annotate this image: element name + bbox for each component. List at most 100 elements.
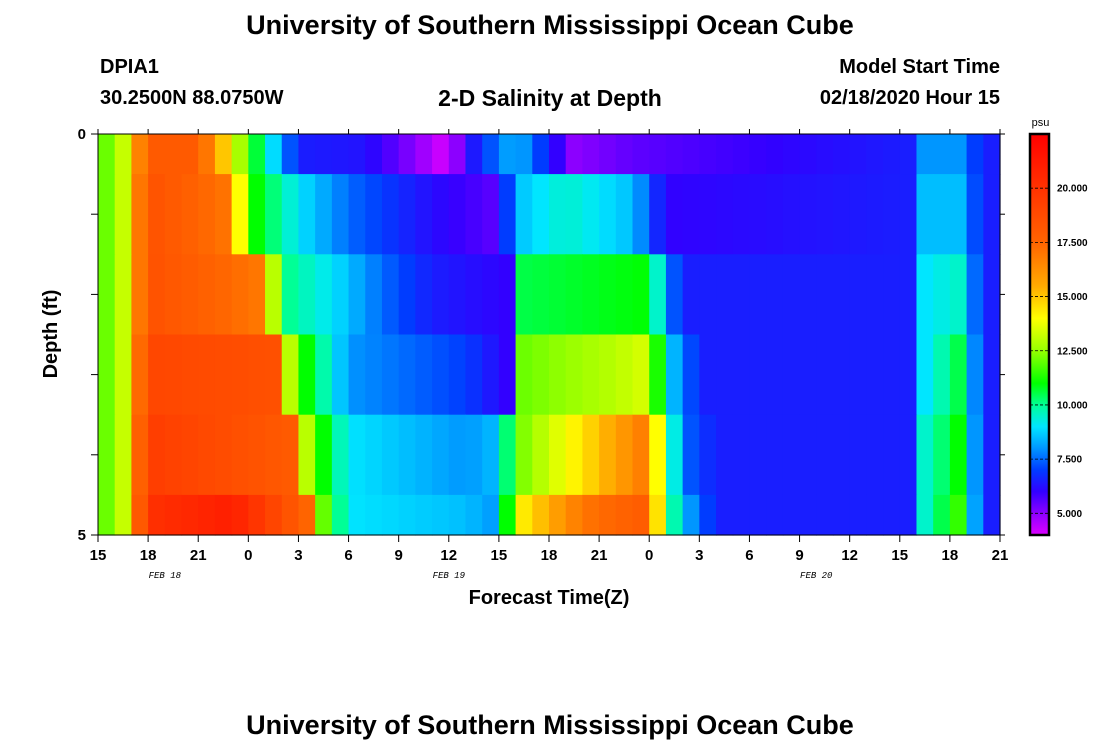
heatmap-cell — [966, 254, 984, 336]
heatmap-cell — [298, 414, 316, 496]
heatmap-cell — [131, 494, 149, 536]
heatmap-cell — [348, 494, 366, 536]
heatmap-cell — [782, 174, 801, 255]
heatmap-cell — [498, 414, 517, 496]
heatmap-cell — [515, 334, 533, 416]
heatmap-cell — [899, 254, 918, 336]
heatmap-cell — [916, 174, 934, 255]
x-tick-label: 15 — [491, 547, 508, 564]
heatmap-cell — [716, 334, 734, 416]
colorbar-tick-label: 17.500 — [1057, 238, 1088, 249]
heatmap-cell — [732, 414, 751, 496]
heatmap-cell — [682, 134, 700, 175]
heatmap-cell — [799, 494, 817, 536]
heatmap-cell — [966, 134, 984, 175]
heatmap-cell — [615, 174, 634, 255]
heatmap-cell — [615, 134, 634, 175]
heatmap-cell — [916, 254, 934, 336]
heatmap-cell — [114, 134, 132, 175]
heatmap-cell — [381, 334, 400, 416]
heatmap-cell — [432, 254, 450, 336]
heatmap-cell — [214, 174, 233, 255]
heatmap-cell — [281, 134, 300, 175]
heatmap-cell — [532, 494, 550, 536]
x-tick-label: 21 — [992, 547, 1009, 564]
heatmap-cell — [983, 174, 1001, 255]
heatmap-cell — [732, 254, 751, 336]
heatmap-cell — [732, 334, 751, 416]
colorbar-scale — [1028, 132, 1051, 537]
heatmap-cell — [198, 254, 216, 336]
x-tick-label: 18 — [541, 547, 558, 564]
heatmap-cell — [949, 174, 968, 255]
heatmap-cell — [432, 134, 450, 175]
heatmap-cell — [549, 414, 567, 496]
heatmap-cell — [482, 174, 500, 255]
heatmap-cell — [582, 414, 600, 496]
x-tick-label: 9 — [795, 547, 803, 564]
heatmap-cell — [949, 254, 968, 336]
heatmap-cell — [98, 414, 116, 496]
heatmap-cell — [966, 414, 984, 496]
heatmap-cell — [164, 414, 183, 496]
heatmap-cell — [665, 174, 684, 255]
heatmap-cell — [849, 494, 867, 536]
heatmap-cell — [381, 134, 400, 175]
heatmap-cell — [532, 174, 550, 255]
heatmap-cell — [498, 174, 517, 255]
colorbar-tick-label: 20.000 — [1057, 184, 1088, 195]
heatmap-cell — [983, 494, 1001, 536]
heatmap-cell — [98, 494, 116, 536]
heatmap-cell — [716, 134, 734, 175]
x-tick-label: 9 — [394, 547, 402, 564]
heatmap-cell — [465, 254, 483, 336]
heatmap-cell — [816, 174, 834, 255]
heatmap-cell — [265, 134, 283, 175]
heatmap-cell — [198, 414, 216, 496]
y-tick-label: 5 — [78, 527, 86, 544]
x-tick-label: 3 — [294, 547, 302, 564]
heatmap-cell — [231, 334, 249, 416]
heatmap-cell — [699, 494, 717, 536]
heatmap-cell — [315, 414, 333, 496]
heatmap-cell — [816, 414, 834, 496]
heatmap-cell — [532, 254, 550, 336]
heatmap-cell — [281, 174, 300, 255]
x-axis: 15 18 21 0 3 6 9 12 15 18 21 0 3 6 9 12 15 18 21 FEB 18 FEB … — [90, 129, 1009, 581]
heatmap-cell — [682, 174, 700, 255]
colorbar-tick-label: 12.500 — [1057, 346, 1088, 357]
heatmap-cell — [214, 414, 233, 496]
colorbar-tick-label: 7.500 — [1057, 455, 1082, 466]
colorbar-unit: psu — [1032, 117, 1050, 129]
heatmap-cell — [148, 334, 166, 416]
heatmap-cell — [365, 134, 383, 175]
heatmap-cell — [181, 174, 199, 255]
heatmap-cell — [899, 174, 918, 255]
heatmap-cell — [465, 414, 483, 496]
x-tick-label: 21 — [190, 547, 207, 564]
heatmap-cell — [632, 414, 650, 496]
heatmap-cell — [181, 334, 199, 416]
heatmap-cell — [148, 414, 166, 496]
heatmap-cell — [348, 254, 366, 336]
heatmap-cell — [148, 494, 166, 536]
heatmap-cell — [148, 254, 166, 336]
heatmap-cell — [98, 254, 116, 336]
heatmap-cell — [933, 174, 951, 255]
heatmap-cell — [198, 134, 216, 175]
heatmap-cell — [615, 254, 634, 336]
heatmap-cell — [782, 254, 801, 336]
heatmap-cell — [632, 134, 650, 175]
heatmap-cell — [265, 254, 283, 336]
heatmap-cell — [114, 334, 132, 416]
heatmap-cell — [381, 254, 400, 336]
colorbar: psu 5.000 7.500 10.000 12.500 15.000 17.500 20.… — [1028, 117, 1088, 537]
station-id: DPIA1 — [100, 56, 159, 78]
heatmap-cell — [214, 254, 233, 336]
heatmap-cell — [482, 494, 500, 536]
heatmap-cell — [832, 254, 851, 336]
heatmap-cell — [799, 414, 817, 496]
heatmap-cell — [732, 494, 751, 536]
x-tick-label: 6 — [745, 547, 753, 564]
heatmap-cell — [916, 414, 934, 496]
